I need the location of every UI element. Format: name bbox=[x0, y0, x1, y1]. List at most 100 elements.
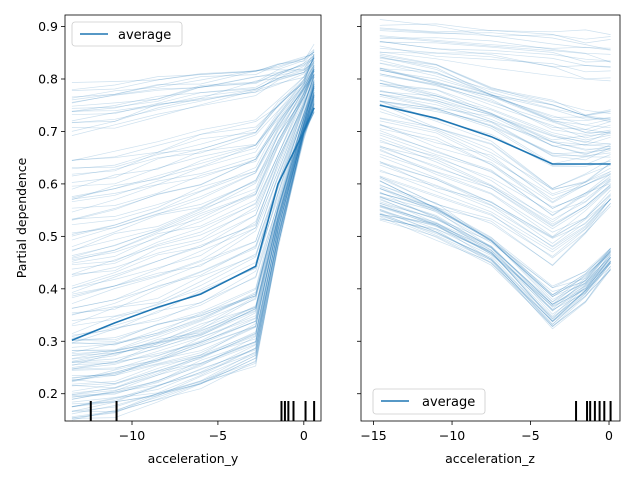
left-average-line bbox=[71, 107, 315, 341]
right-ice-line bbox=[379, 79, 611, 141]
left-average-line-group bbox=[71, 107, 315, 341]
right-ice-line bbox=[379, 100, 611, 161]
right-ice-line bbox=[379, 216, 611, 325]
right-ice-line bbox=[379, 198, 611, 308]
left-ice-line bbox=[71, 54, 315, 112]
right-ice-line bbox=[379, 188, 611, 292]
left-ice-line bbox=[71, 80, 315, 315]
left-ice-line bbox=[71, 57, 315, 161]
left-y-tick-label: 0.2 bbox=[38, 386, 58, 401]
left-ice-line bbox=[71, 61, 315, 203]
left-ice-line bbox=[71, 97, 315, 394]
right-ice-line bbox=[379, 30, 611, 51]
left-ice-line bbox=[71, 67, 315, 199]
right-ice-line bbox=[379, 141, 611, 223]
right-ice-line bbox=[379, 171, 611, 247]
left-ice-line bbox=[71, 100, 315, 376]
right-ice-line bbox=[379, 180, 611, 289]
right-ice-line bbox=[379, 193, 611, 296]
left-ice-line bbox=[71, 100, 315, 408]
right-ice-line bbox=[379, 150, 611, 227]
right-ice-line bbox=[379, 186, 611, 296]
right-ice-line bbox=[379, 124, 611, 203]
right-ice-line bbox=[379, 57, 611, 114]
left-legend: average bbox=[71, 21, 183, 47]
right-ice-line bbox=[379, 103, 611, 189]
left-ice-line bbox=[71, 80, 315, 293]
right-ice-line bbox=[379, 19, 611, 40]
left-ice-line bbox=[71, 50, 315, 113]
right-ice-line bbox=[379, 176, 611, 257]
right-ice-line bbox=[379, 41, 611, 63]
left-ice-line bbox=[71, 68, 315, 256]
right-ice-line bbox=[379, 51, 611, 82]
left-ice-line bbox=[71, 74, 315, 234]
left-ice-line bbox=[71, 53, 315, 161]
left-ice-line bbox=[71, 77, 315, 289]
right-ice-line bbox=[379, 206, 611, 307]
right-ice-line bbox=[379, 180, 611, 289]
right-ice-line bbox=[379, 100, 611, 158]
left-ice-line bbox=[71, 96, 315, 381]
right-ice-line bbox=[379, 40, 611, 62]
right-ice-line bbox=[379, 199, 611, 312]
left-ice-line bbox=[71, 86, 315, 342]
right-ice-line bbox=[379, 146, 611, 220]
left-ice-line bbox=[71, 98, 315, 378]
right-ice-line bbox=[379, 91, 611, 148]
right-subplot: −15 −10 −5 0 acceleration_z average bbox=[357, 14, 621, 466]
left-ice-lines bbox=[71, 43, 315, 421]
right-legend: average bbox=[372, 388, 486, 415]
left-ice-line bbox=[71, 66, 315, 220]
left-ice-line bbox=[71, 86, 315, 355]
left-ice-line bbox=[71, 94, 315, 371]
right-ice-line bbox=[379, 192, 611, 298]
right-ice-line bbox=[379, 68, 611, 122]
right-ice-line bbox=[379, 161, 611, 244]
left-rug-marks bbox=[89, 401, 316, 421]
left-ice-line bbox=[71, 65, 315, 226]
right-ice-line bbox=[379, 164, 611, 248]
left-ice-line bbox=[71, 110, 315, 421]
left-ice-line bbox=[71, 74, 315, 237]
right-ice-line bbox=[379, 45, 611, 73]
right-ice-line bbox=[379, 134, 611, 216]
right-ice-line bbox=[379, 214, 611, 327]
right-ice-line bbox=[379, 120, 611, 196]
left-y-axis-label: Partial dependence bbox=[14, 157, 29, 278]
left-ice-line bbox=[71, 76, 315, 289]
right-ice-line bbox=[379, 82, 611, 147]
left-y-tick-label: 0.7 bbox=[38, 124, 58, 139]
left-ice-line bbox=[71, 62, 315, 123]
right-ice-line bbox=[379, 90, 611, 154]
left-ice-line bbox=[71, 53, 315, 98]
right-ice-line bbox=[379, 191, 611, 297]
left-ice-line bbox=[71, 68, 315, 261]
left-ice-line bbox=[71, 82, 315, 309]
left-ice-line bbox=[71, 43, 315, 83]
right-ice-line bbox=[379, 208, 611, 322]
left-ice-line bbox=[71, 73, 315, 258]
left-ice-line bbox=[71, 69, 315, 221]
left-ice-line bbox=[71, 51, 315, 99]
left-ice-line bbox=[71, 92, 315, 368]
right-ice-line bbox=[379, 41, 611, 68]
left-ice-line bbox=[71, 101, 315, 407]
left-ice-line bbox=[71, 91, 315, 379]
left-ice-line bbox=[71, 71, 315, 270]
left-ice-line bbox=[71, 108, 315, 408]
left-ice-line bbox=[71, 57, 315, 107]
right-ice-line bbox=[379, 188, 611, 298]
right-ice-line bbox=[379, 56, 611, 116]
right-ice-line bbox=[379, 105, 611, 166]
left-ice-line bbox=[71, 108, 315, 412]
right-ice-line bbox=[379, 124, 611, 204]
left-legend-label: average bbox=[118, 28, 171, 43]
left-ice-line bbox=[71, 105, 315, 405]
right-ice-line bbox=[379, 79, 611, 143]
right-ice-line bbox=[379, 156, 611, 238]
left-ice-line bbox=[71, 69, 315, 266]
left-ice-line bbox=[71, 70, 315, 248]
left-y-tick-label: 0.3 bbox=[38, 334, 58, 349]
